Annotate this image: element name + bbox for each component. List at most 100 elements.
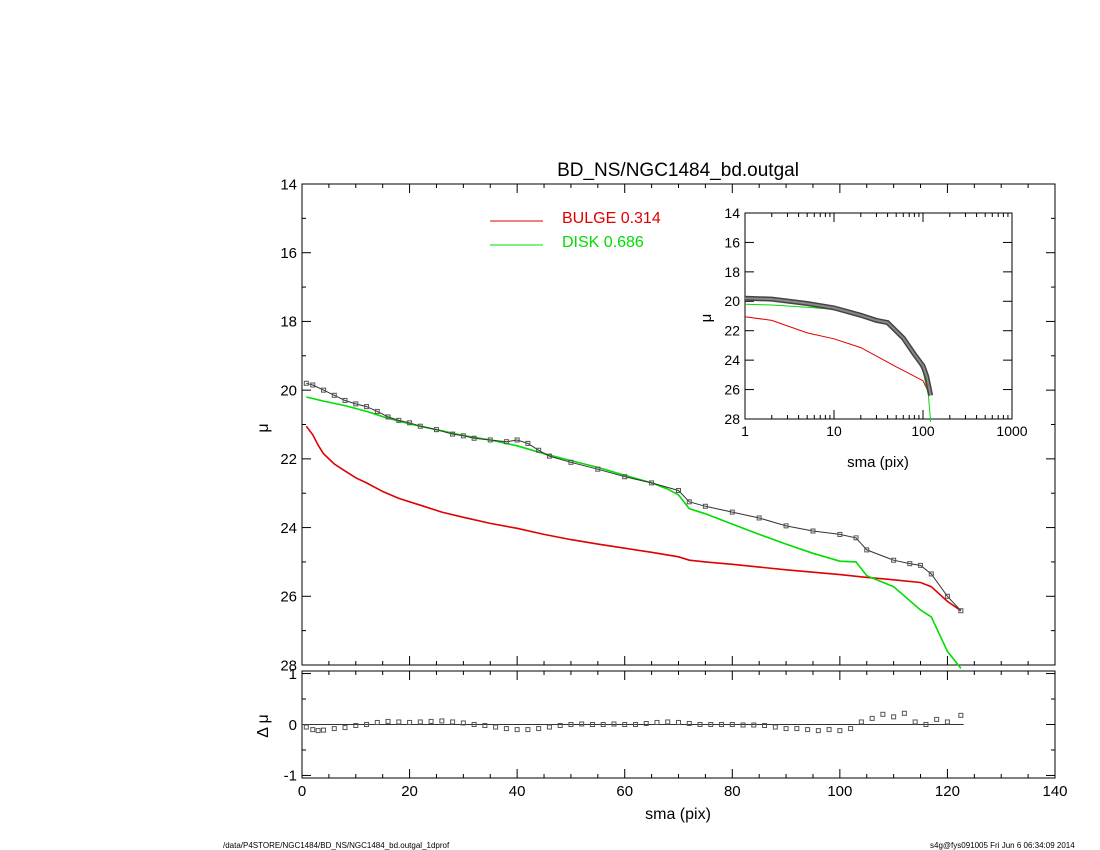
residual-point [880, 711, 886, 717]
inset-plot: 14 16 18 20 22 24 26 281 10 100 1000 μ sma (pix) [698, 205, 1028, 471]
main-axes: 14 16 18 20 22 24 26 28 [280, 176, 1056, 674]
legend-bulge-label: BULGE 0.314 [562, 210, 661, 227]
inset-series [744, 295, 934, 422]
inset-y-axis-label: μ [698, 314, 715, 323]
y-tick-label: 24 [280, 520, 297, 537]
data-point [891, 557, 897, 563]
residual-point [772, 724, 778, 730]
residual-point [686, 720, 692, 726]
residual-point [762, 723, 768, 729]
x-tick-label: 120 [935, 783, 960, 800]
residual-point [546, 724, 552, 730]
residual-point [643, 720, 649, 726]
data-point [303, 380, 309, 386]
y-tick-label: 14 [280, 176, 297, 193]
residual-point [385, 718, 391, 724]
data-point [417, 423, 423, 429]
data-point [331, 392, 337, 398]
residual-point [632, 722, 638, 727]
residual-point [303, 724, 309, 730]
main-series [303, 380, 964, 669]
residual-point [622, 722, 628, 727]
bulge-profile-line [305, 425, 962, 612]
data-point [396, 417, 402, 423]
residual-point [600, 722, 606, 727]
residual-point [654, 719, 660, 725]
x-tick-label: 1 [741, 423, 749, 439]
data-point [503, 439, 509, 445]
residual-point [315, 728, 321, 734]
data-point [907, 561, 913, 567]
residual-point [708, 722, 714, 727]
residual-y-axis-label: Δ μ [255, 714, 272, 737]
legend-disk-label: DISK 0.686 [562, 234, 644, 251]
data-point [450, 431, 456, 437]
residual-point [923, 722, 929, 727]
y-tick-label: 28 [280, 657, 297, 674]
residual-point [407, 719, 413, 725]
residual-point [826, 727, 832, 733]
data-point [471, 435, 477, 441]
x-tick-label: 10 [826, 423, 842, 439]
y-tick-label: 28 [724, 411, 740, 427]
residual-point [901, 710, 907, 716]
y-tick-label: 16 [724, 234, 740, 250]
data-point [853, 535, 859, 541]
x-tick-label: 140 [1042, 783, 1067, 800]
data-point [918, 562, 924, 568]
y-tick-label: 16 [280, 245, 297, 262]
data-point [810, 528, 816, 534]
data-point [514, 437, 520, 443]
data-point [310, 382, 316, 388]
x-tick-label: 40 [509, 783, 526, 800]
x-tick-label: 60 [616, 783, 633, 800]
y-tick-label: 22 [724, 323, 740, 339]
residual-point [321, 727, 327, 733]
residual-point [697, 722, 703, 727]
residual-point [676, 719, 681, 725]
y-tick-label: 18 [280, 314, 297, 331]
residual-point [331, 726, 337, 732]
residual-point [568, 722, 574, 727]
data-point [944, 593, 950, 599]
data-point [958, 608, 964, 614]
data-point [536, 447, 542, 453]
main-plot: 14 16 18 20 22 24 26 28 μ BULGE 0.314 DISK 0.68… [255, 176, 1056, 674]
residual-point [751, 722, 757, 728]
data-point [864, 547, 870, 553]
residual-point [815, 728, 821, 734]
data-point [364, 404, 370, 410]
y-tick-label: 20 [724, 293, 740, 309]
residual-point [536, 726, 542, 732]
inset-background [745, 213, 1012, 419]
data-point [756, 515, 762, 521]
data-point [385, 414, 391, 420]
residual-point [869, 715, 875, 721]
residual-point [428, 718, 434, 724]
y-tick-label: 1 [289, 666, 297, 683]
data-point [374, 408, 380, 414]
residual-point [353, 723, 359, 729]
residual-point [503, 726, 509, 732]
residual-point [471, 722, 477, 727]
residual-point [805, 727, 811, 733]
residual-point [729, 722, 735, 727]
y-tick-label: 26 [724, 381, 740, 397]
disk-profile-line [306, 396, 962, 669]
data-point [649, 480, 655, 486]
residual-point [719, 722, 725, 727]
residual-point [837, 728, 843, 734]
residual-point [342, 725, 348, 731]
footer-timestamp: s4g@fys091005 Fri Jun 6 06:34:09 2014 [930, 841, 1075, 850]
y-tick-label: -1 [284, 768, 297, 785]
data-point [407, 420, 413, 426]
y-tick-label: 20 [280, 382, 297, 399]
residual-point [460, 720, 466, 726]
residual-point [611, 721, 617, 727]
x-tick-label: 20 [401, 783, 418, 800]
data-point [837, 531, 843, 537]
inset-data-line-inner [744, 297, 932, 396]
y-tick-label: 18 [724, 264, 740, 280]
